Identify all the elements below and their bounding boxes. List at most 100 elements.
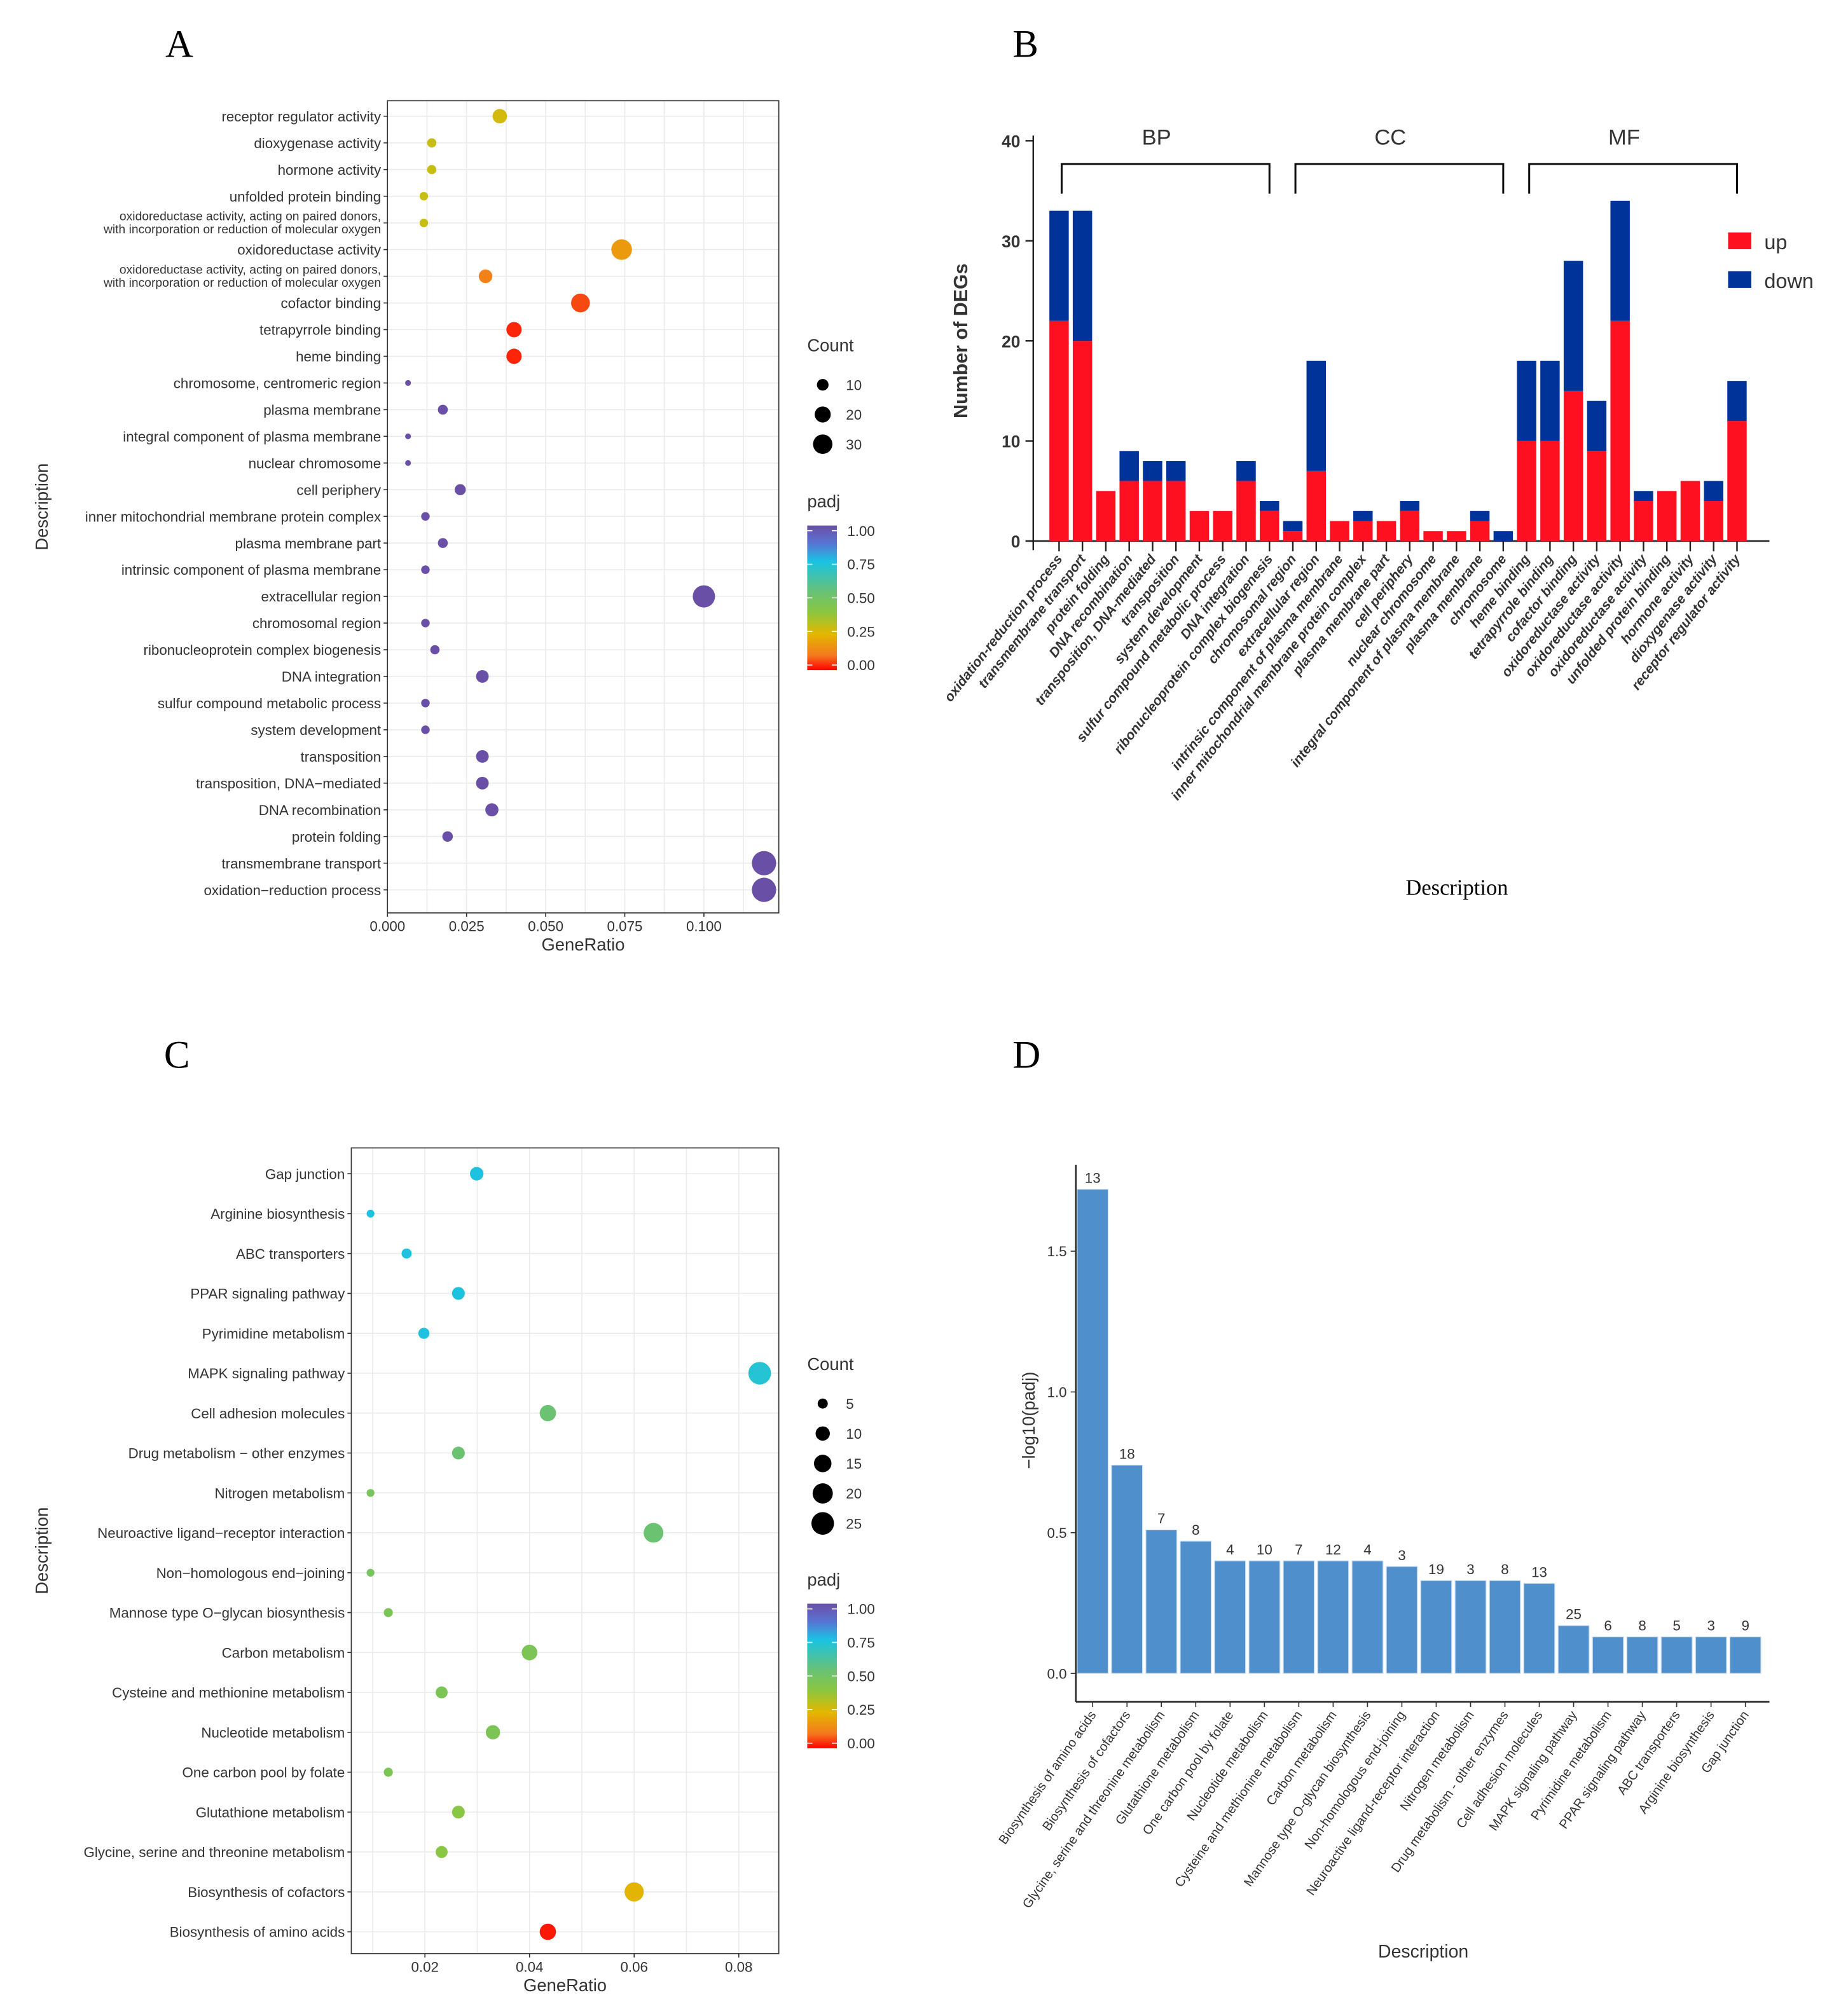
category-label: with incorporation or reduction of molec… (103, 223, 381, 237)
category-label: sulfur compound metabolic process (158, 696, 381, 711)
color-legend-label: 0.00 (847, 1736, 874, 1752)
y-tick-label: 20 (1002, 332, 1020, 351)
bar-segment-up (1447, 531, 1466, 541)
y-tick-label: 1.5 (1047, 1244, 1067, 1259)
category-label: Gap junction (265, 1166, 345, 1182)
data-point (539, 1404, 556, 1422)
bar-data-label: 3 (1398, 1547, 1405, 1563)
data-point (752, 877, 776, 902)
category-label: Neuroactive ligand−receptor interaction (97, 1525, 345, 1541)
bar (1111, 1464, 1143, 1674)
bar-segment-up (1634, 501, 1653, 541)
x-tick-label: 0.04 (516, 1959, 543, 1975)
data-point (418, 1327, 430, 1339)
bar-segment-up (1376, 521, 1396, 541)
group-bracket (1528, 163, 1738, 194)
bar (1695, 1636, 1727, 1674)
data-point (476, 670, 489, 683)
bar-segment-up (1540, 441, 1560, 541)
panel-label-d: D (1012, 1034, 1040, 1077)
bar-segment-up (1563, 390, 1583, 541)
category-label: Glycine, serine and threonine metabolism (1020, 1708, 1168, 1911)
data-point (442, 831, 453, 842)
x-tick-label: 0.02 (411, 1959, 438, 1975)
data-point (452, 1287, 465, 1300)
plot-background (387, 100, 779, 913)
legend-label: up (1764, 231, 1787, 254)
category-label: Cell adhesion molecules (191, 1406, 345, 1422)
size-legend-label: 15 (846, 1456, 862, 1472)
category-label: cell periphery (296, 482, 382, 498)
data-point (571, 293, 590, 313)
x-tick-label: 0.050 (528, 918, 563, 934)
category-label: ribonucleoprotein complex biogenesis (144, 642, 382, 658)
bar-data-label: 7 (1157, 1511, 1165, 1526)
bar-segment-down (1166, 461, 1186, 481)
data-point (421, 699, 430, 708)
group-label: BP (1142, 125, 1171, 149)
category-label: plasma membrane (263, 402, 381, 418)
bar (1351, 1560, 1384, 1674)
data-point (405, 380, 411, 386)
bar-segment-down (1704, 481, 1723, 502)
y-axis-title: Number of DEGs (950, 263, 972, 418)
data-point (366, 1209, 375, 1218)
category-label: plasma membrane part (235, 535, 382, 551)
bar (1077, 1189, 1109, 1674)
category-label: Nitrogen metabolism (215, 1485, 345, 1501)
bar (1729, 1636, 1762, 1674)
color-legend-title: padj (807, 491, 840, 511)
size-legend-label: 20 (846, 407, 862, 423)
category-label: DNA recombination (259, 802, 381, 818)
category-label: hormone activity (278, 162, 382, 178)
category-label: Cysteine and methionine metabolism (112, 1685, 345, 1701)
y-tick-label: 10 (1002, 432, 1020, 451)
plot-border (350, 1147, 780, 1954)
category-label: with incorporation or reduction of molec… (103, 277, 381, 290)
bar-segment-up (1610, 320, 1630, 541)
category-label: oxidation−reduction process (203, 882, 381, 898)
category-label: Mannose type O-glycan biosynthesis (1241, 1708, 1374, 1889)
data-point (405, 433, 411, 439)
panel-label-a: A (165, 23, 193, 65)
x-axis-title: Description (1378, 1942, 1468, 1962)
category-label: receptor regulator activity (221, 109, 382, 125)
category-label: Biosynthesis of amino acids (170, 1924, 345, 1940)
bar-segment-up (1166, 481, 1186, 541)
category-label: Glutathione metabolism (196, 1804, 345, 1820)
data-point (401, 1248, 412, 1259)
size-legend-title: Count (807, 1354, 854, 1374)
bar-segment-down (1587, 401, 1607, 451)
category-label: Mannose type O−glycan biosynthesis (109, 1605, 345, 1621)
bar-segment-up (1353, 521, 1373, 541)
bar-segment-up (1680, 481, 1700, 541)
category-label: transposition (301, 749, 382, 765)
category-label: protein folding (292, 829, 381, 845)
category-label: cofactor binding (281, 296, 382, 312)
size-legend-dot (815, 1426, 830, 1441)
x-tick-label: 0.025 (449, 918, 485, 934)
size-legend-label: 25 (846, 1516, 862, 1532)
x-tick-label: 0.100 (686, 918, 722, 934)
bar (1626, 1636, 1658, 1674)
category-label: nuclear chromosome (249, 455, 382, 471)
color-legend-label: 0.25 (847, 624, 874, 640)
bar-segment-up (1049, 320, 1069, 541)
category-label: transposition, DNA−mediated (196, 776, 381, 792)
bar-segment-up (1306, 470, 1327, 541)
bar-data-label: 13 (1085, 1170, 1101, 1186)
bar-segment-down (1493, 531, 1513, 541)
bar-segment-up (1189, 511, 1210, 541)
category-label: ABC transporters (236, 1246, 345, 1262)
data-point (748, 1362, 771, 1385)
size-legend-label: 10 (846, 1426, 862, 1442)
data-point (539, 1923, 556, 1940)
category-label: ABC transporters (1615, 1708, 1683, 1797)
size-legend-dot (813, 1455, 832, 1472)
size-legend-label: 30 (846, 437, 862, 453)
data-point (436, 1846, 448, 1858)
data-point (476, 750, 489, 763)
data-point (624, 1882, 644, 1902)
color-legend-label: 0.50 (847, 1668, 874, 1684)
bar-segment-down (1049, 210, 1069, 321)
